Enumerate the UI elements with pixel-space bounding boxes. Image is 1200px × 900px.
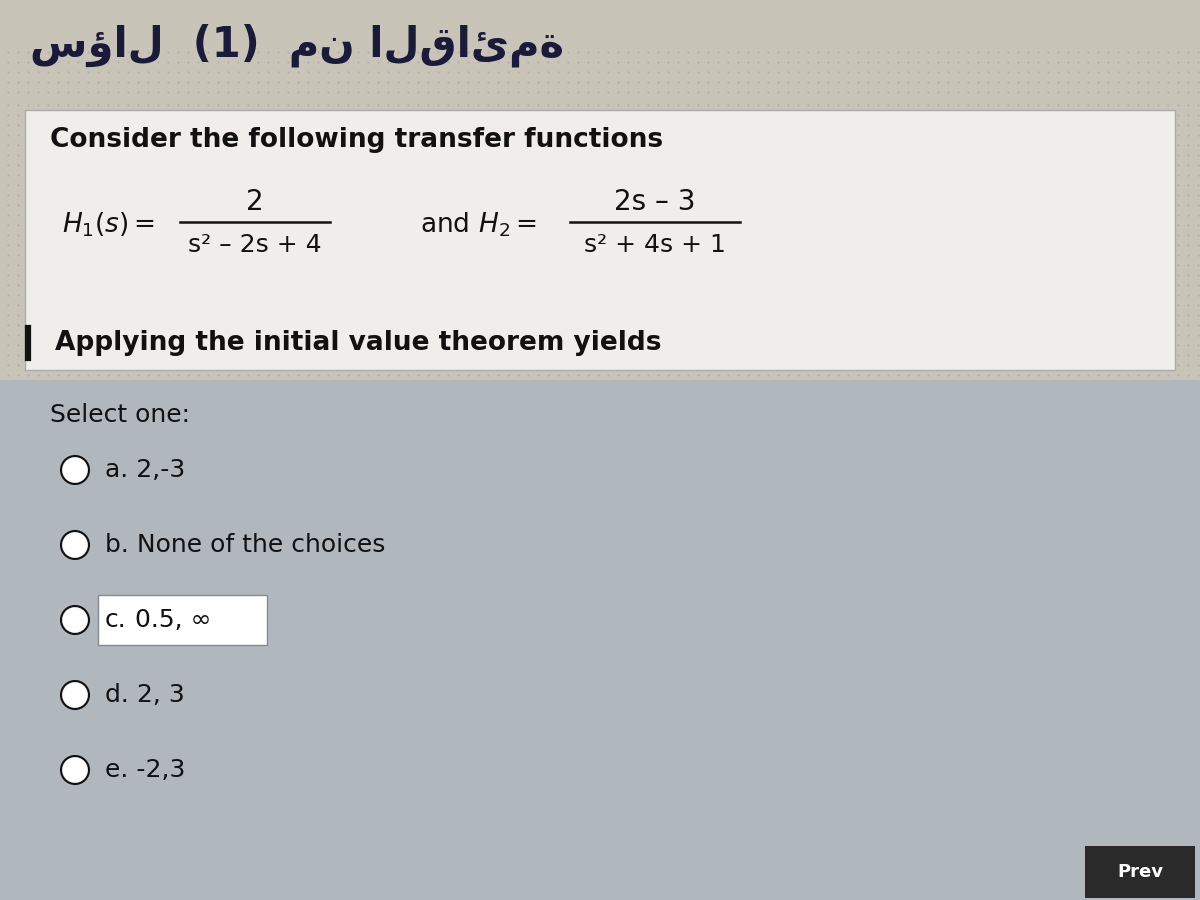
Circle shape (64, 533, 86, 557)
Circle shape (64, 758, 86, 782)
Text: 0.5, ∞: 0.5, ∞ (134, 608, 211, 632)
Text: s² + 4s + 1: s² + 4s + 1 (584, 233, 726, 257)
Text: Select one:: Select one: (50, 403, 190, 427)
Text: سؤال  (1)  من القائمة: سؤال (1) من القائمة (30, 23, 564, 67)
Text: Applying the initial value theorem yields: Applying the initial value theorem yield… (55, 330, 661, 356)
FancyBboxPatch shape (0, 0, 1200, 100)
Text: d. 2, 3: d. 2, 3 (106, 683, 185, 707)
Text: Prev: Prev (1117, 863, 1163, 881)
Text: 2s – 3: 2s – 3 (614, 188, 696, 216)
Text: 2: 2 (246, 188, 264, 216)
Text: b. None of the choices: b. None of the choices (106, 533, 385, 557)
FancyBboxPatch shape (1085, 846, 1195, 898)
Text: Consider the following transfer functions: Consider the following transfer function… (50, 127, 664, 153)
Text: s² – 2s + 4: s² – 2s + 4 (188, 233, 322, 257)
Circle shape (64, 683, 86, 706)
Text: c.: c. (106, 608, 127, 632)
FancyBboxPatch shape (25, 110, 1175, 370)
Text: e. -2,3: e. -2,3 (106, 758, 185, 782)
FancyBboxPatch shape (0, 100, 1200, 380)
Text: $H_1(s) =$: $H_1(s) =$ (62, 211, 155, 239)
Circle shape (64, 608, 86, 632)
Text: a. 2,-3: a. 2,-3 (106, 458, 185, 482)
FancyBboxPatch shape (0, 380, 1200, 900)
Text: $\mathrm{and}\ H_2 =$: $\mathrm{and}\ H_2 =$ (420, 211, 536, 239)
Circle shape (64, 458, 86, 482)
FancyBboxPatch shape (98, 595, 266, 645)
